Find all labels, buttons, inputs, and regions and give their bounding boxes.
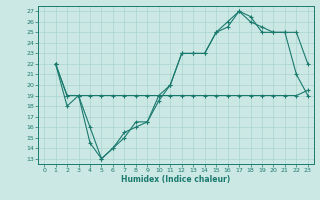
X-axis label: Humidex (Indice chaleur): Humidex (Indice chaleur) — [121, 175, 231, 184]
